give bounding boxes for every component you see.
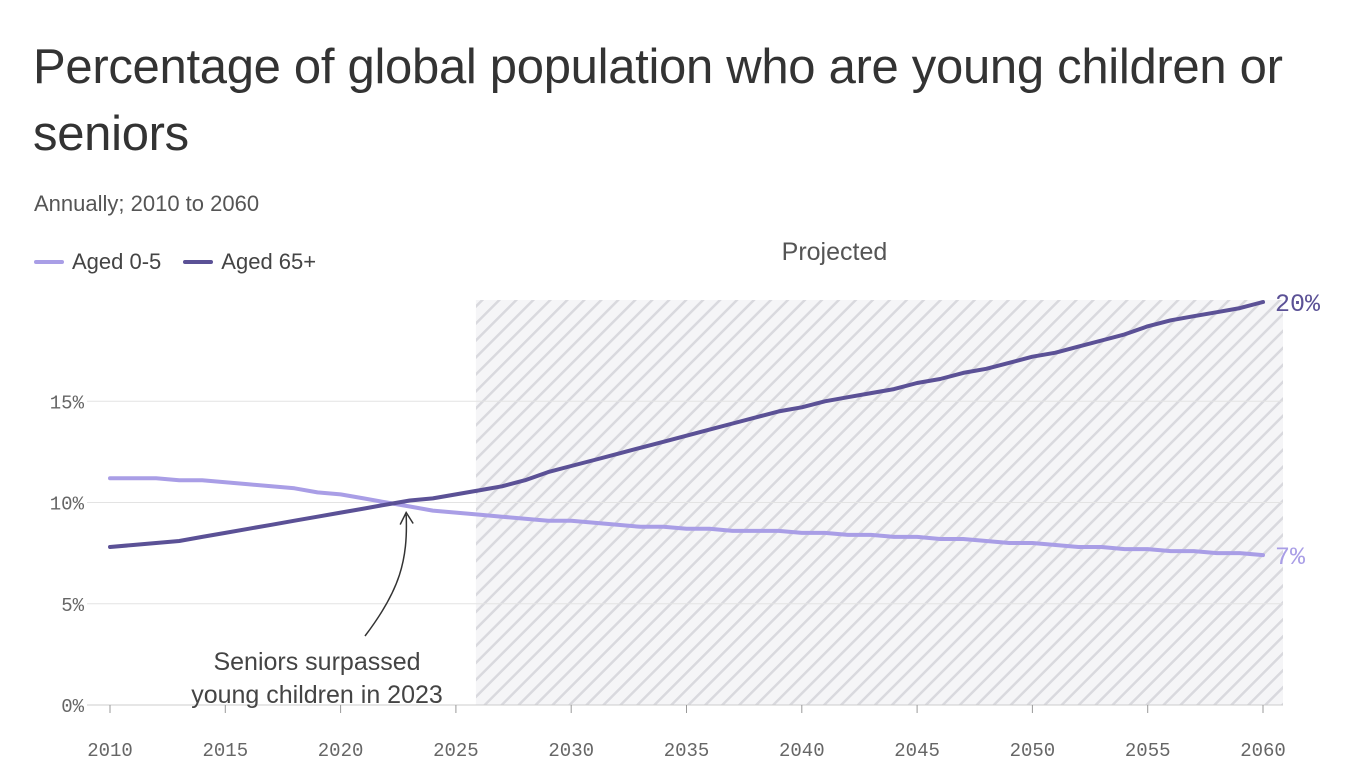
annotation-arrow-head xyxy=(399,511,414,525)
y-tick-label: 0% xyxy=(61,696,84,718)
y-tick-label: 15% xyxy=(50,392,85,414)
y-axis-ticks: 0% 5% 10% 15% xyxy=(50,392,85,718)
x-tick-label: 2055 xyxy=(1125,740,1171,762)
projected-label: Projected xyxy=(782,238,888,266)
x-tick-label: 2020 xyxy=(318,740,364,762)
x-tick-label: 2035 xyxy=(664,740,710,762)
end-label-aged-65: 20% xyxy=(1275,290,1321,319)
legend-swatch-aged-0-5 xyxy=(34,260,64,264)
grid-lines xyxy=(87,400,1283,706)
annotation: Seniors surpassed young children in 2023 xyxy=(191,511,443,709)
series-lines xyxy=(108,300,1265,558)
x-tick-label: 2060 xyxy=(1240,740,1286,762)
x-tick-label: 2030 xyxy=(548,740,594,762)
legend-label-aged-65: Aged 65+ xyxy=(221,249,317,274)
legend-swatch-aged-65 xyxy=(183,260,214,264)
legend-label-aged-0-5: Aged 0-5 xyxy=(72,249,162,274)
annotation-arrow-line xyxy=(364,514,408,637)
x-tick-label: 2015 xyxy=(202,740,248,762)
y-tick-label: 10% xyxy=(50,494,85,516)
annotation-text-line: Seniors surpassed xyxy=(213,648,420,676)
end-labels: 7% 20% xyxy=(1275,290,1321,572)
series-line-aged-0-5 xyxy=(108,476,1265,558)
x-tick-label: 2025 xyxy=(433,740,479,762)
end-label-aged-0-5: 7% xyxy=(1275,543,1306,572)
legend-item-aged-0-5: Aged 0-5 xyxy=(34,249,161,275)
chart-legend: Aged 0-5 Aged 65+ xyxy=(34,249,338,275)
chart-title: Percentage of global population who are … xyxy=(33,40,1283,161)
annotation-text-line: young children in 2023 xyxy=(191,681,443,709)
legend-item-aged-65: Aged 65+ xyxy=(183,249,316,275)
series-line-aged-65 xyxy=(108,300,1265,549)
y-tick-label: 5% xyxy=(61,595,84,617)
x-axis-ticks: 2010 2015 2020 2025 2030 2035 2040 2045 2050 2055… xyxy=(87,705,1286,762)
x-tick-label: 2010 xyxy=(87,740,133,762)
projected-region: Projected xyxy=(475,238,1284,705)
x-tick-label: 2045 xyxy=(894,740,940,762)
x-tick-label: 2040 xyxy=(779,740,825,762)
x-tick-label: 2050 xyxy=(1010,740,1056,762)
chart-subtitle: Annually; 2010 to 2060 xyxy=(34,191,260,216)
